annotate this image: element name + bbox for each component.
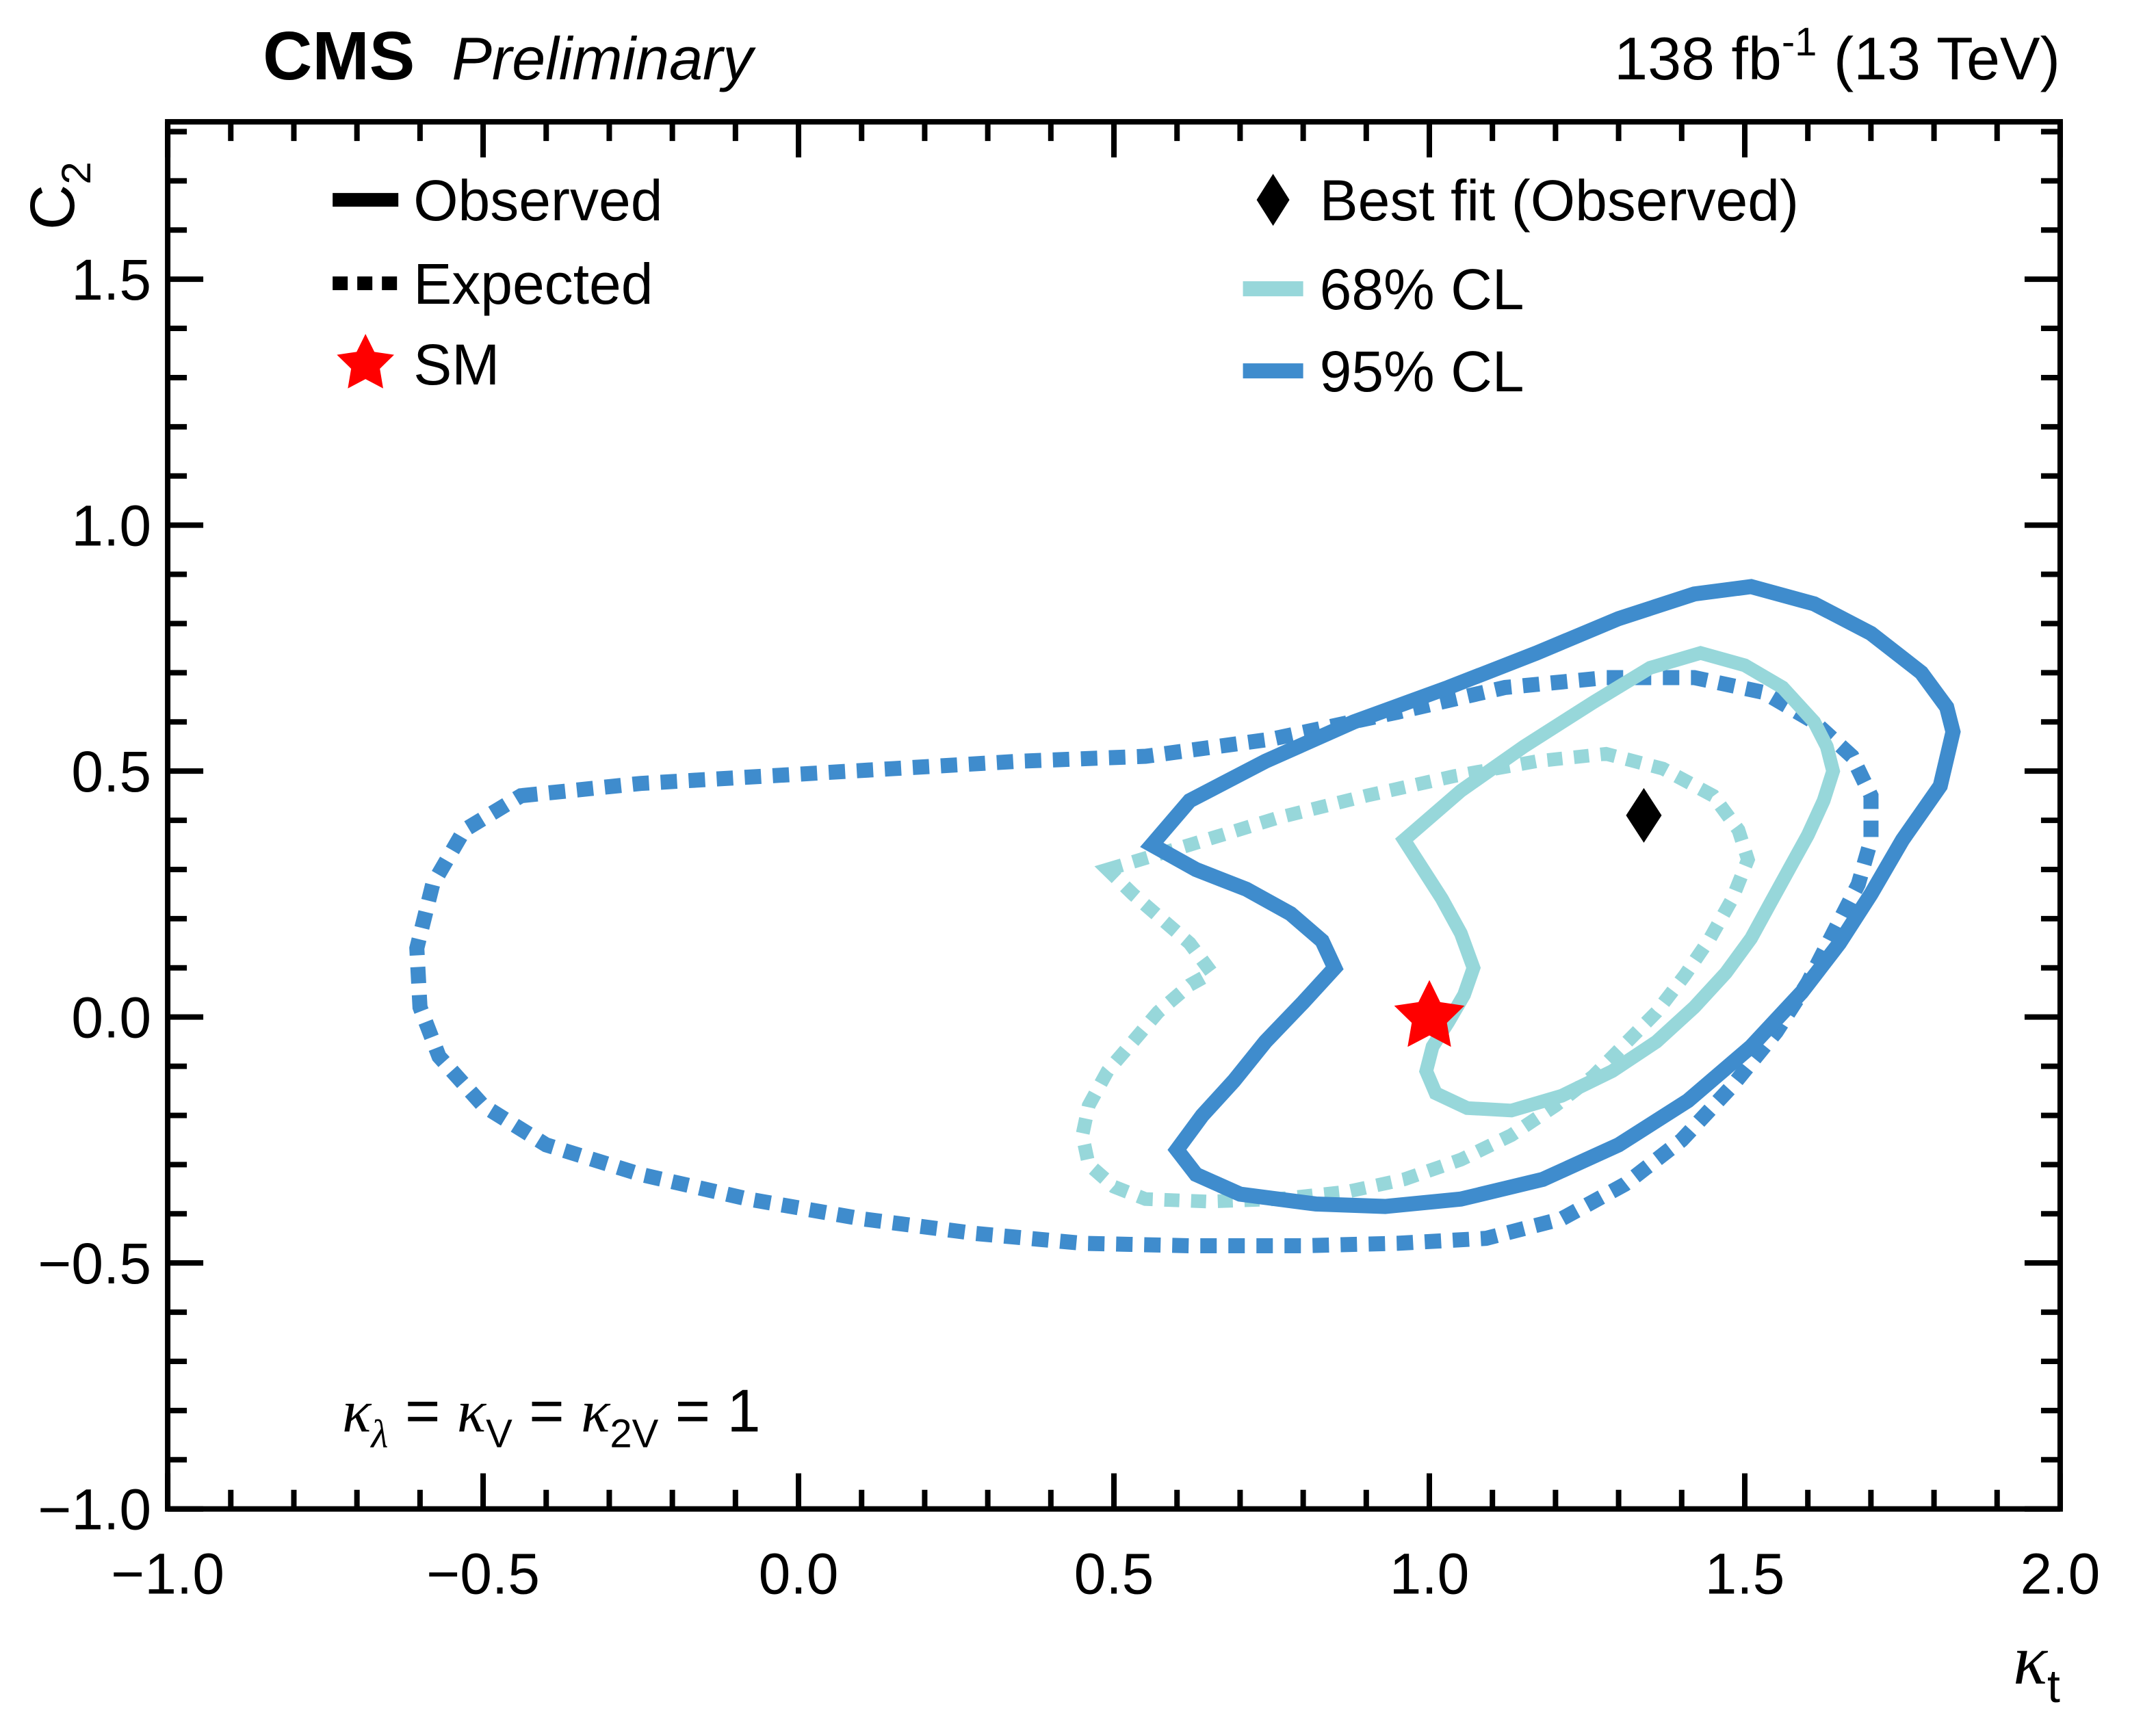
label-layer: CMS Preliminary 138 fb-1 (13 TeV) −1.0 −0…: [17, 18, 2100, 1712]
contour-layer: [409, 579, 1961, 1253]
legend-item-best_fit: Best fit (Observed): [1256, 168, 1799, 233]
legend: Observed Expected SM Best fit (Observed) 68%…: [333, 168, 1799, 404]
legend-label: Expected: [413, 252, 653, 316]
x-tick-label: 0.0: [759, 1542, 839, 1606]
axes-frame: [165, 119, 2063, 1512]
legend-sample-star-icon: [337, 334, 394, 389]
y-tick-label: 0.5: [71, 740, 151, 804]
legend-item-cl95: 95% CL: [1243, 339, 1524, 404]
contour-expected_68: [1075, 746, 1756, 1209]
x-tick-label: 1.0: [1390, 1542, 1470, 1606]
contour-observed_68: [1394, 646, 1841, 1118]
contour-expected_95: [409, 670, 1879, 1253]
y-tick-label: 1.5: [71, 248, 151, 312]
sm-marker: [1394, 980, 1465, 1047]
tick-layer: [165, 122, 2063, 1512]
legend-item-cl68: 68% CL: [1243, 257, 1524, 322]
x-tick-label: −0.5: [426, 1542, 540, 1606]
y-tick-label: 1.0: [71, 494, 151, 558]
x-axis-title: κt: [2013, 1620, 2060, 1712]
plot-frame: [165, 119, 2063, 1512]
y-tick-label: −0.5: [38, 1231, 151, 1296]
x-tick-label: 0.5: [1074, 1542, 1154, 1606]
legend-item-expected: Expected: [333, 252, 653, 316]
contour-observed_95: [1140, 579, 1961, 1214]
y-tick-label: 0.0: [71, 986, 151, 1050]
legend-label: 95% CL: [1320, 339, 1524, 404]
legend-item-sm: SM: [337, 332, 499, 397]
legend-label: 68% CL: [1320, 257, 1524, 322]
legend-label: Observed: [413, 168, 662, 233]
luminosity-label: 138 fb-1 (13 TeV): [1614, 20, 2060, 92]
best_fit-marker: [1626, 787, 1662, 843]
legend-item-observed: Observed: [333, 168, 662, 233]
x-tick-label: 1.5: [1705, 1542, 1785, 1606]
parameter-annotation: κλ = κV = κ2V = 1: [342, 1377, 760, 1456]
y-axis-title: C2: [17, 161, 99, 230]
experiment-label: CMS: [263, 18, 415, 94]
y-tick-label: −1.0: [38, 1478, 151, 1542]
status-label: Preliminary: [452, 25, 756, 92]
x-tick-label: −1.0: [111, 1542, 224, 1606]
legend-sample-diamond-icon: [1256, 174, 1290, 226]
legend-label: Best fit (Observed): [1320, 168, 1799, 233]
legend-label: SM: [413, 332, 499, 397]
marker-layer: [1394, 787, 1662, 1047]
x-tick-label: 2.0: [2021, 1542, 2101, 1606]
